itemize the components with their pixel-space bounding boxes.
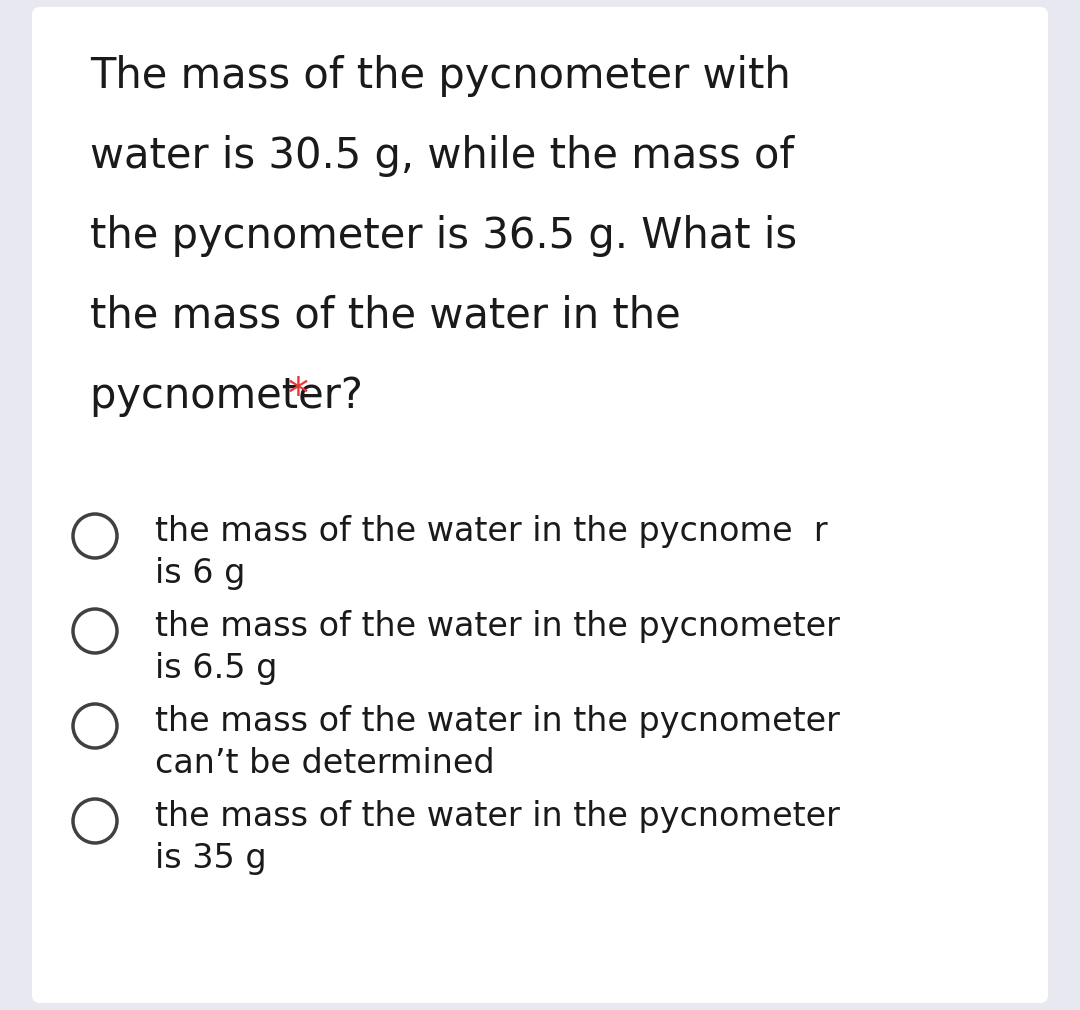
Text: The mass of the pycnometer with: The mass of the pycnometer with (90, 55, 791, 97)
Text: the mass of the water in the pycnome  r: the mass of the water in the pycnome r (156, 515, 827, 548)
Text: the mass of the water in the: the mass of the water in the (90, 295, 680, 337)
Text: the mass of the water in the pycnometer: the mass of the water in the pycnometer (156, 800, 840, 833)
Text: the mass of the water in the pycnometer: the mass of the water in the pycnometer (156, 610, 840, 643)
FancyBboxPatch shape (32, 7, 1048, 1003)
Text: is 6.5 g: is 6.5 g (156, 652, 278, 685)
Text: water is 30.5 g, while the mass of: water is 30.5 g, while the mass of (90, 135, 794, 177)
Text: pycnometer?: pycnometer? (90, 375, 376, 417)
Text: can’t be determined: can’t be determined (156, 747, 495, 780)
Text: is 35 g: is 35 g (156, 842, 267, 875)
Text: *: * (288, 375, 309, 417)
Text: the mass of the water in the pycnometer: the mass of the water in the pycnometer (156, 705, 840, 738)
Text: the pycnometer is 36.5 g. What is: the pycnometer is 36.5 g. What is (90, 215, 797, 257)
Text: is 6 g: is 6 g (156, 557, 245, 590)
